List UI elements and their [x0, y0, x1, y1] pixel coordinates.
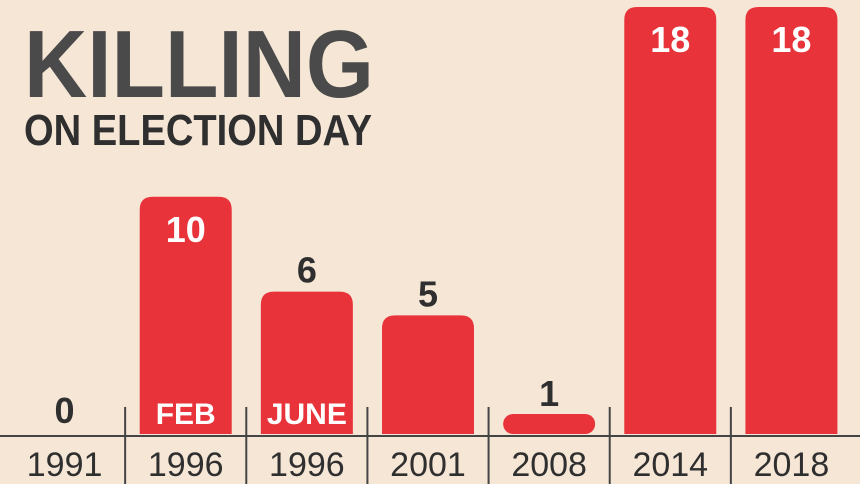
chart-subtitle: ON ELECTION DAY: [24, 106, 372, 155]
chart-title: KILLING: [24, 11, 374, 118]
value-label-3: 5: [418, 273, 438, 314]
value-label-0: 0: [55, 390, 75, 431]
value-label-5: 18: [650, 19, 690, 60]
inner-label-2: JUNE: [267, 398, 347, 431]
tick-label-3: 2001: [390, 446, 466, 484]
bar-1: [139, 196, 232, 434]
bar-2: [260, 291, 353, 434]
x-axis: [0, 407, 860, 484]
bar-4: [503, 414, 596, 434]
tick-label-5: 2014: [632, 446, 708, 484]
label-group: 0 1991 10 FEB 1996 6 JUNE 1996 5 2001 1 2008 18 2014 1…: [27, 19, 829, 484]
bar-group: [139, 7, 838, 434]
value-label-1: 10: [166, 209, 206, 250]
tick-label-6: 2018: [754, 446, 830, 484]
inner-label-1: FEB: [156, 398, 216, 431]
value-label-2: 6: [297, 250, 317, 291]
bar-5: [624, 7, 717, 434]
value-label-6: 18: [771, 19, 811, 60]
tick-label-4: 2008: [511, 446, 587, 484]
bar-6: [745, 7, 838, 434]
bar-3: [382, 315, 474, 434]
value-label-4: 1: [539, 373, 559, 414]
tick-label-2: 1996: [269, 446, 345, 484]
tick-label-0: 1991: [27, 446, 103, 484]
tick-label-1: 1996: [148, 446, 224, 484]
